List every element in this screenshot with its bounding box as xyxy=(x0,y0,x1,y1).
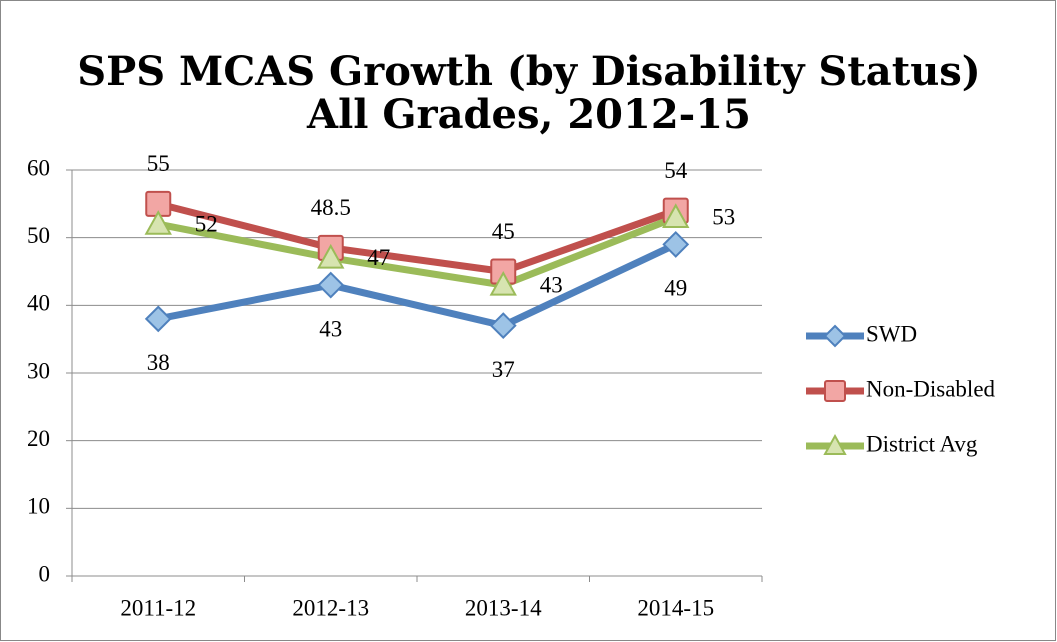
marker xyxy=(823,433,847,455)
data-label: 53 xyxy=(712,205,735,230)
data-label: 55 xyxy=(147,151,170,176)
legend-label: SWD xyxy=(866,321,917,346)
y-tick-label: 60 xyxy=(27,155,50,180)
marker xyxy=(144,305,172,333)
marker xyxy=(662,231,690,258)
series-line xyxy=(157,200,677,275)
marker xyxy=(489,270,517,296)
marker xyxy=(823,324,847,348)
chart-title: SPS MCAS Growth (by Disability Status) xyxy=(77,48,980,95)
marker xyxy=(317,271,345,299)
data-label: 49 xyxy=(664,276,687,301)
marker xyxy=(489,312,517,340)
marker xyxy=(317,243,345,269)
y-tick-label: 10 xyxy=(27,494,50,519)
x-tick-label: 2011-12 xyxy=(120,595,196,620)
y-tick-label: 40 xyxy=(27,291,50,316)
y-tick-label: 20 xyxy=(27,426,50,451)
chart-subtitle: All Grades, 2012-15 xyxy=(306,91,751,138)
data-label: 48.5 xyxy=(311,195,351,220)
x-tick-label: 2013-14 xyxy=(465,595,542,620)
data-label: 37 xyxy=(492,357,515,382)
marker xyxy=(144,210,172,235)
data-label: 43 xyxy=(319,316,342,341)
y-tick-label: 30 xyxy=(27,358,50,383)
x-tick-label: 2012-13 xyxy=(292,595,369,620)
marker xyxy=(824,380,846,402)
y-tick-label: 50 xyxy=(27,223,50,248)
data-label: 54 xyxy=(664,158,688,183)
legend-label: Non-Disabled xyxy=(866,376,996,401)
x-tick-label: 2014-15 xyxy=(637,595,714,620)
data-label: 45 xyxy=(492,219,515,244)
data-label: 47 xyxy=(367,245,390,270)
series-line xyxy=(157,214,678,289)
y-tick-label: 0 xyxy=(39,561,51,586)
marker xyxy=(662,203,690,228)
legend-label: District Avg xyxy=(866,431,978,456)
data-label: 52 xyxy=(195,211,218,236)
data-label: 43 xyxy=(540,272,563,297)
data-label: 38 xyxy=(147,350,170,375)
series-line xyxy=(157,241,678,330)
